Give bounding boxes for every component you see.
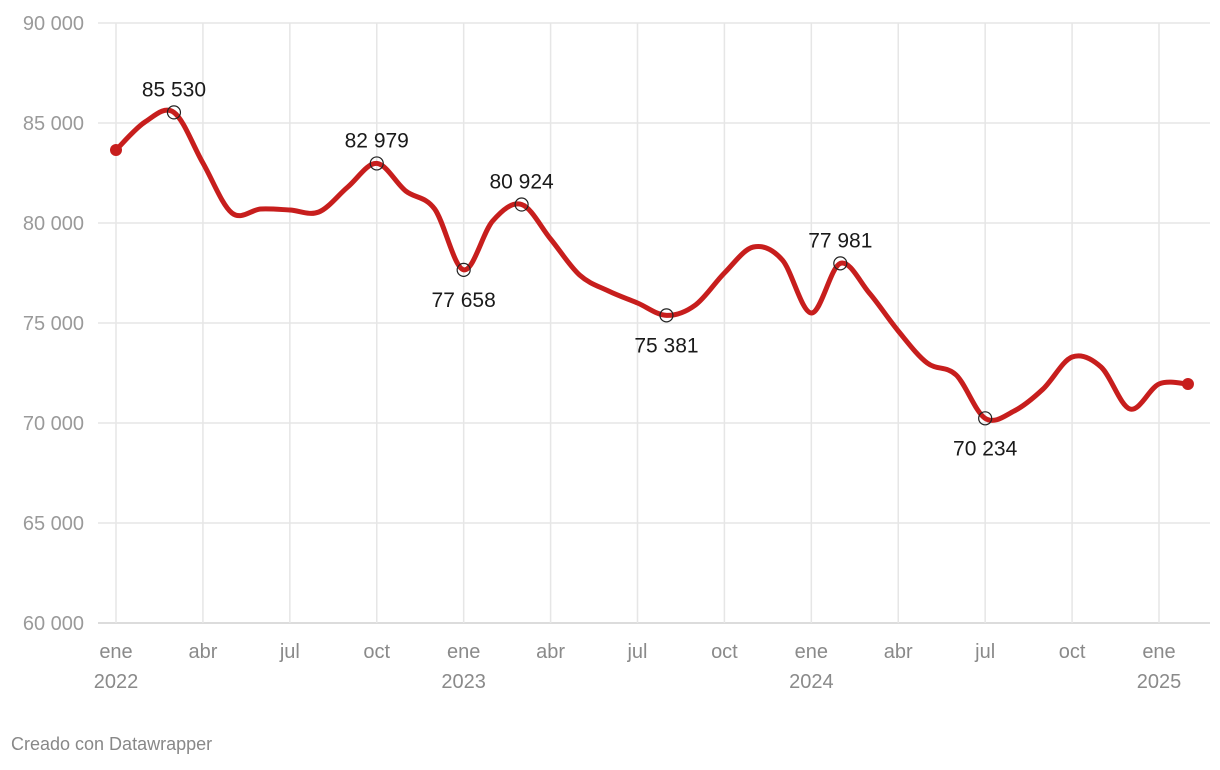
annotation-marker: [166, 105, 182, 120]
y-tick-label: 85 000: [23, 113, 84, 135]
y-axis-tick-labels: 60 000 65 000 70 000 75 000 80 000 85 000 90 0…: [23, 13, 84, 635]
x-tick-label: jul: [626, 641, 647, 663]
x-tick-label: oct: [363, 641, 390, 663]
annotation-marker: [833, 256, 848, 271]
annotation-marker: [514, 197, 529, 212]
y-tick-label: 90 000: [23, 13, 84, 35]
y-tick-label: 60 000: [23, 613, 84, 635]
x-tick-year-label: 2022: [94, 671, 139, 693]
line-chart: 60 000 65 000 70 000 75 000 80 000 85 000 90 0…: [23, 13, 1210, 693]
footer-credit: Creado con Datawrapper: [11, 734, 213, 754]
annotation-label: 75 381: [634, 334, 698, 357]
annotation-label: 77 981: [808, 229, 872, 252]
annotation-marker: [978, 411, 993, 426]
x-gridlines: [115, 23, 1160, 623]
annotations-layer: 85 530 82 979 77 658 80 924 75 381 77 981 70 2…: [142, 78, 1018, 460]
y-tick-label: 70 000: [23, 413, 84, 435]
series-endpoint: [1181, 378, 1194, 390]
y-gridlines: [98, 22, 1210, 624]
x-tick-label: abr: [188, 641, 217, 663]
x-tick-label: abr: [536, 641, 565, 663]
annotation-label: 85 530: [142, 78, 206, 101]
y-tick-label: 75 000: [23, 313, 84, 335]
x-tick-label: jul: [974, 641, 995, 663]
x-axis-tick-labels: ene 2022 abr jul oct ene 2023 abr jul oct ene 2024 a…: [94, 641, 1182, 693]
x-tick-label: oct: [1059, 641, 1086, 663]
x-tick-label: jul: [279, 641, 300, 663]
x-tick-label: ene: [1142, 641, 1175, 663]
series-line: [113, 107, 1191, 423]
x-tick-year-label: 2025: [1137, 671, 1182, 693]
annotation-label: 70 234: [953, 437, 1018, 460]
x-tick-label: ene: [795, 641, 828, 663]
x-tick-label: ene: [447, 641, 480, 663]
annotation-marker: [369, 156, 384, 171]
x-tick-label: ene: [99, 641, 132, 663]
annotation-marker: [659, 308, 674, 323]
annotation-label: 80 924: [489, 171, 554, 194]
x-tick-label: oct: [711, 641, 738, 663]
y-tick-label: 80 000: [23, 213, 84, 235]
y-tick-label: 65 000: [23, 513, 84, 535]
x-tick-year-label: 2023: [441, 671, 486, 693]
series-layer: [110, 107, 1194, 423]
annotation-marker: [456, 262, 471, 277]
annotation-label: 77 658: [432, 289, 496, 312]
series-endpoint: [110, 144, 122, 156]
x-tick-label: abr: [884, 641, 913, 663]
x-tick-year-label: 2024: [789, 671, 834, 693]
annotation-label: 82 979: [345, 129, 409, 152]
